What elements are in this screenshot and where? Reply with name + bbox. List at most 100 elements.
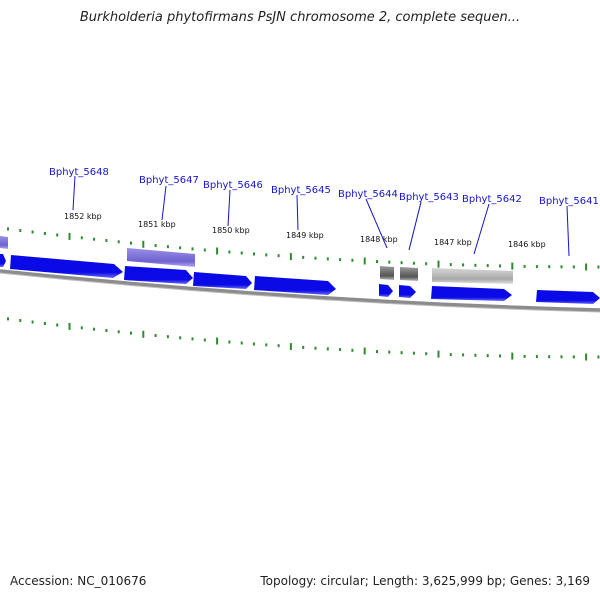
scale-top-tick xyxy=(486,264,489,268)
accession-text: Accession: NC_010676 xyxy=(10,574,147,588)
scale-top-tick xyxy=(326,257,329,261)
gene-label-bphyt-5644[interactable]: Bphyt_5644 xyxy=(338,189,398,200)
scale-bottom-tick xyxy=(142,330,145,338)
scale-top-tick xyxy=(56,233,59,237)
gene-label-bphyt-5648[interactable]: Bphyt_5648 xyxy=(49,167,109,178)
scale-top-tick xyxy=(412,261,415,265)
scale-top-tick xyxy=(191,247,194,251)
scale-top-tick xyxy=(19,229,22,232)
scale-top-tick xyxy=(437,260,440,268)
scale-top-tick xyxy=(31,230,34,234)
gene-arrow-bphyt-5641[interactable] xyxy=(536,290,600,304)
gene-label-bphyt-5646[interactable]: Bphyt_5646 xyxy=(203,180,263,191)
scale-bottom-tick xyxy=(585,353,588,361)
scale-top-tick xyxy=(130,241,132,245)
scale-top-tick xyxy=(179,246,182,250)
scale-top-tick xyxy=(142,240,145,248)
gene-label-bphyt-5647[interactable]: Bphyt_5647 xyxy=(139,175,199,186)
scale-bottom-tick xyxy=(462,353,465,357)
scale-top-tick xyxy=(154,244,157,247)
gene-arrow-bphyt-5643[interactable] xyxy=(399,285,416,298)
scale-top-tick xyxy=(425,262,428,266)
leader-line-bphyt-5642 xyxy=(473,203,490,255)
scale-top-tick xyxy=(105,239,108,242)
scale-bottom-tick xyxy=(56,323,59,327)
scale-top-tick xyxy=(560,265,563,269)
scale-top-tick xyxy=(166,245,169,249)
scale-top-tick xyxy=(216,247,219,255)
chromosome-backbone xyxy=(0,269,600,312)
gene-arrow-bphyt-5642[interactable] xyxy=(431,286,512,301)
scale-bottom-tick xyxy=(412,351,415,355)
scale-bottom-tick xyxy=(597,355,600,359)
gene-arrow-bphyt-5647[interactable] xyxy=(124,266,193,284)
sequence-title: Burkholderia phytofirmans PsJN chromosom… xyxy=(79,10,521,25)
scale-bottom-tick xyxy=(339,348,342,352)
scale-top-tick xyxy=(597,265,600,269)
scale-bottom-tick xyxy=(523,354,526,358)
gene-feature-bphyt-5643-upper[interactable] xyxy=(400,267,418,281)
scale-top-tick xyxy=(462,263,465,267)
scale-bottom-tick xyxy=(265,343,268,347)
gene-arrow-bphyt-5645[interactable] xyxy=(254,276,336,295)
scale-bottom-tick xyxy=(105,329,108,332)
scale-bottom-tick xyxy=(277,344,280,348)
scale-bottom-tick xyxy=(154,334,157,337)
scale-top-tick xyxy=(203,248,206,252)
gene-feature-bphyt-5644-upper[interactable] xyxy=(380,266,394,280)
scale-label-1847: 1847 kbp xyxy=(434,238,472,247)
scale-top-tick xyxy=(7,227,9,231)
scale-top-tick xyxy=(400,261,403,265)
scale-bottom-tick xyxy=(43,322,46,325)
scale-top-tick xyxy=(93,237,96,241)
scale-top-tick xyxy=(388,260,391,264)
scale-bottom-tick xyxy=(228,340,231,344)
scale-top-tick xyxy=(314,256,317,260)
scale-top-tick xyxy=(265,253,268,257)
gene-arrow-partial-left[interactable] xyxy=(0,254,6,267)
gene-label-bphyt-5641[interactable]: Bphyt_5641 xyxy=(539,196,599,207)
leader-line-bphyt-5645 xyxy=(296,194,299,231)
scale-bottom-tick xyxy=(7,317,9,321)
scale-bottom-tick xyxy=(535,355,538,359)
leader-line-bphyt-5646 xyxy=(227,189,231,227)
scale-top-tick xyxy=(43,232,46,235)
gene-arrow-bphyt-5648[interactable] xyxy=(10,255,123,278)
scale-top-tick xyxy=(302,255,305,259)
scale-bottom-tick xyxy=(388,350,391,354)
scale-top-tick xyxy=(523,264,526,268)
scale-ticks-top xyxy=(7,227,600,271)
scale-bottom-tick xyxy=(449,353,452,357)
gene-label-bphyt-5642[interactable]: Bphyt_5642 xyxy=(462,194,522,205)
scale-bottom-tick xyxy=(376,350,378,354)
gene-feature-bphyt-5642-upper[interactable] xyxy=(432,268,513,284)
leader-line-bphyt-5644 xyxy=(365,198,388,249)
scale-bottom-tick xyxy=(68,322,71,330)
scale-bottom-tick xyxy=(240,341,243,345)
scale-label-1846: 1846 kbp xyxy=(508,240,546,249)
scale-top-tick xyxy=(511,262,514,270)
scale-bottom-tick xyxy=(117,330,120,334)
scale-bottom-tick xyxy=(253,342,255,346)
scale-bottom-tick xyxy=(560,355,563,359)
scale-top-tick xyxy=(289,253,292,261)
scale-bottom-tick xyxy=(548,355,551,359)
gene-arrow-bphyt-5646[interactable] xyxy=(193,272,252,289)
scale-ticks-bottom xyxy=(7,317,600,361)
scale-bottom-tick xyxy=(19,319,22,322)
gene-feature-bphyt-5647-upper[interactable] xyxy=(127,248,195,267)
scale-bottom-tick xyxy=(363,347,366,355)
gene-arrow-bphyt-5644[interactable] xyxy=(379,284,393,297)
scale-bottom-tick xyxy=(166,335,169,339)
gene-label-bphyt-5645[interactable]: Bphyt_5645 xyxy=(271,185,331,196)
scale-bottom-tick xyxy=(437,350,440,358)
scale-top-tick xyxy=(535,265,538,269)
gene-label-bphyt-5643[interactable]: Bphyt_5643 xyxy=(399,192,459,203)
scale-bottom-tick xyxy=(130,331,132,335)
gene-feature-partial-left-upper[interactable] xyxy=(0,236,8,249)
leader-line-bphyt-5641 xyxy=(566,205,570,257)
scale-bottom-tick xyxy=(511,352,514,360)
scale-top-tick xyxy=(80,236,83,240)
